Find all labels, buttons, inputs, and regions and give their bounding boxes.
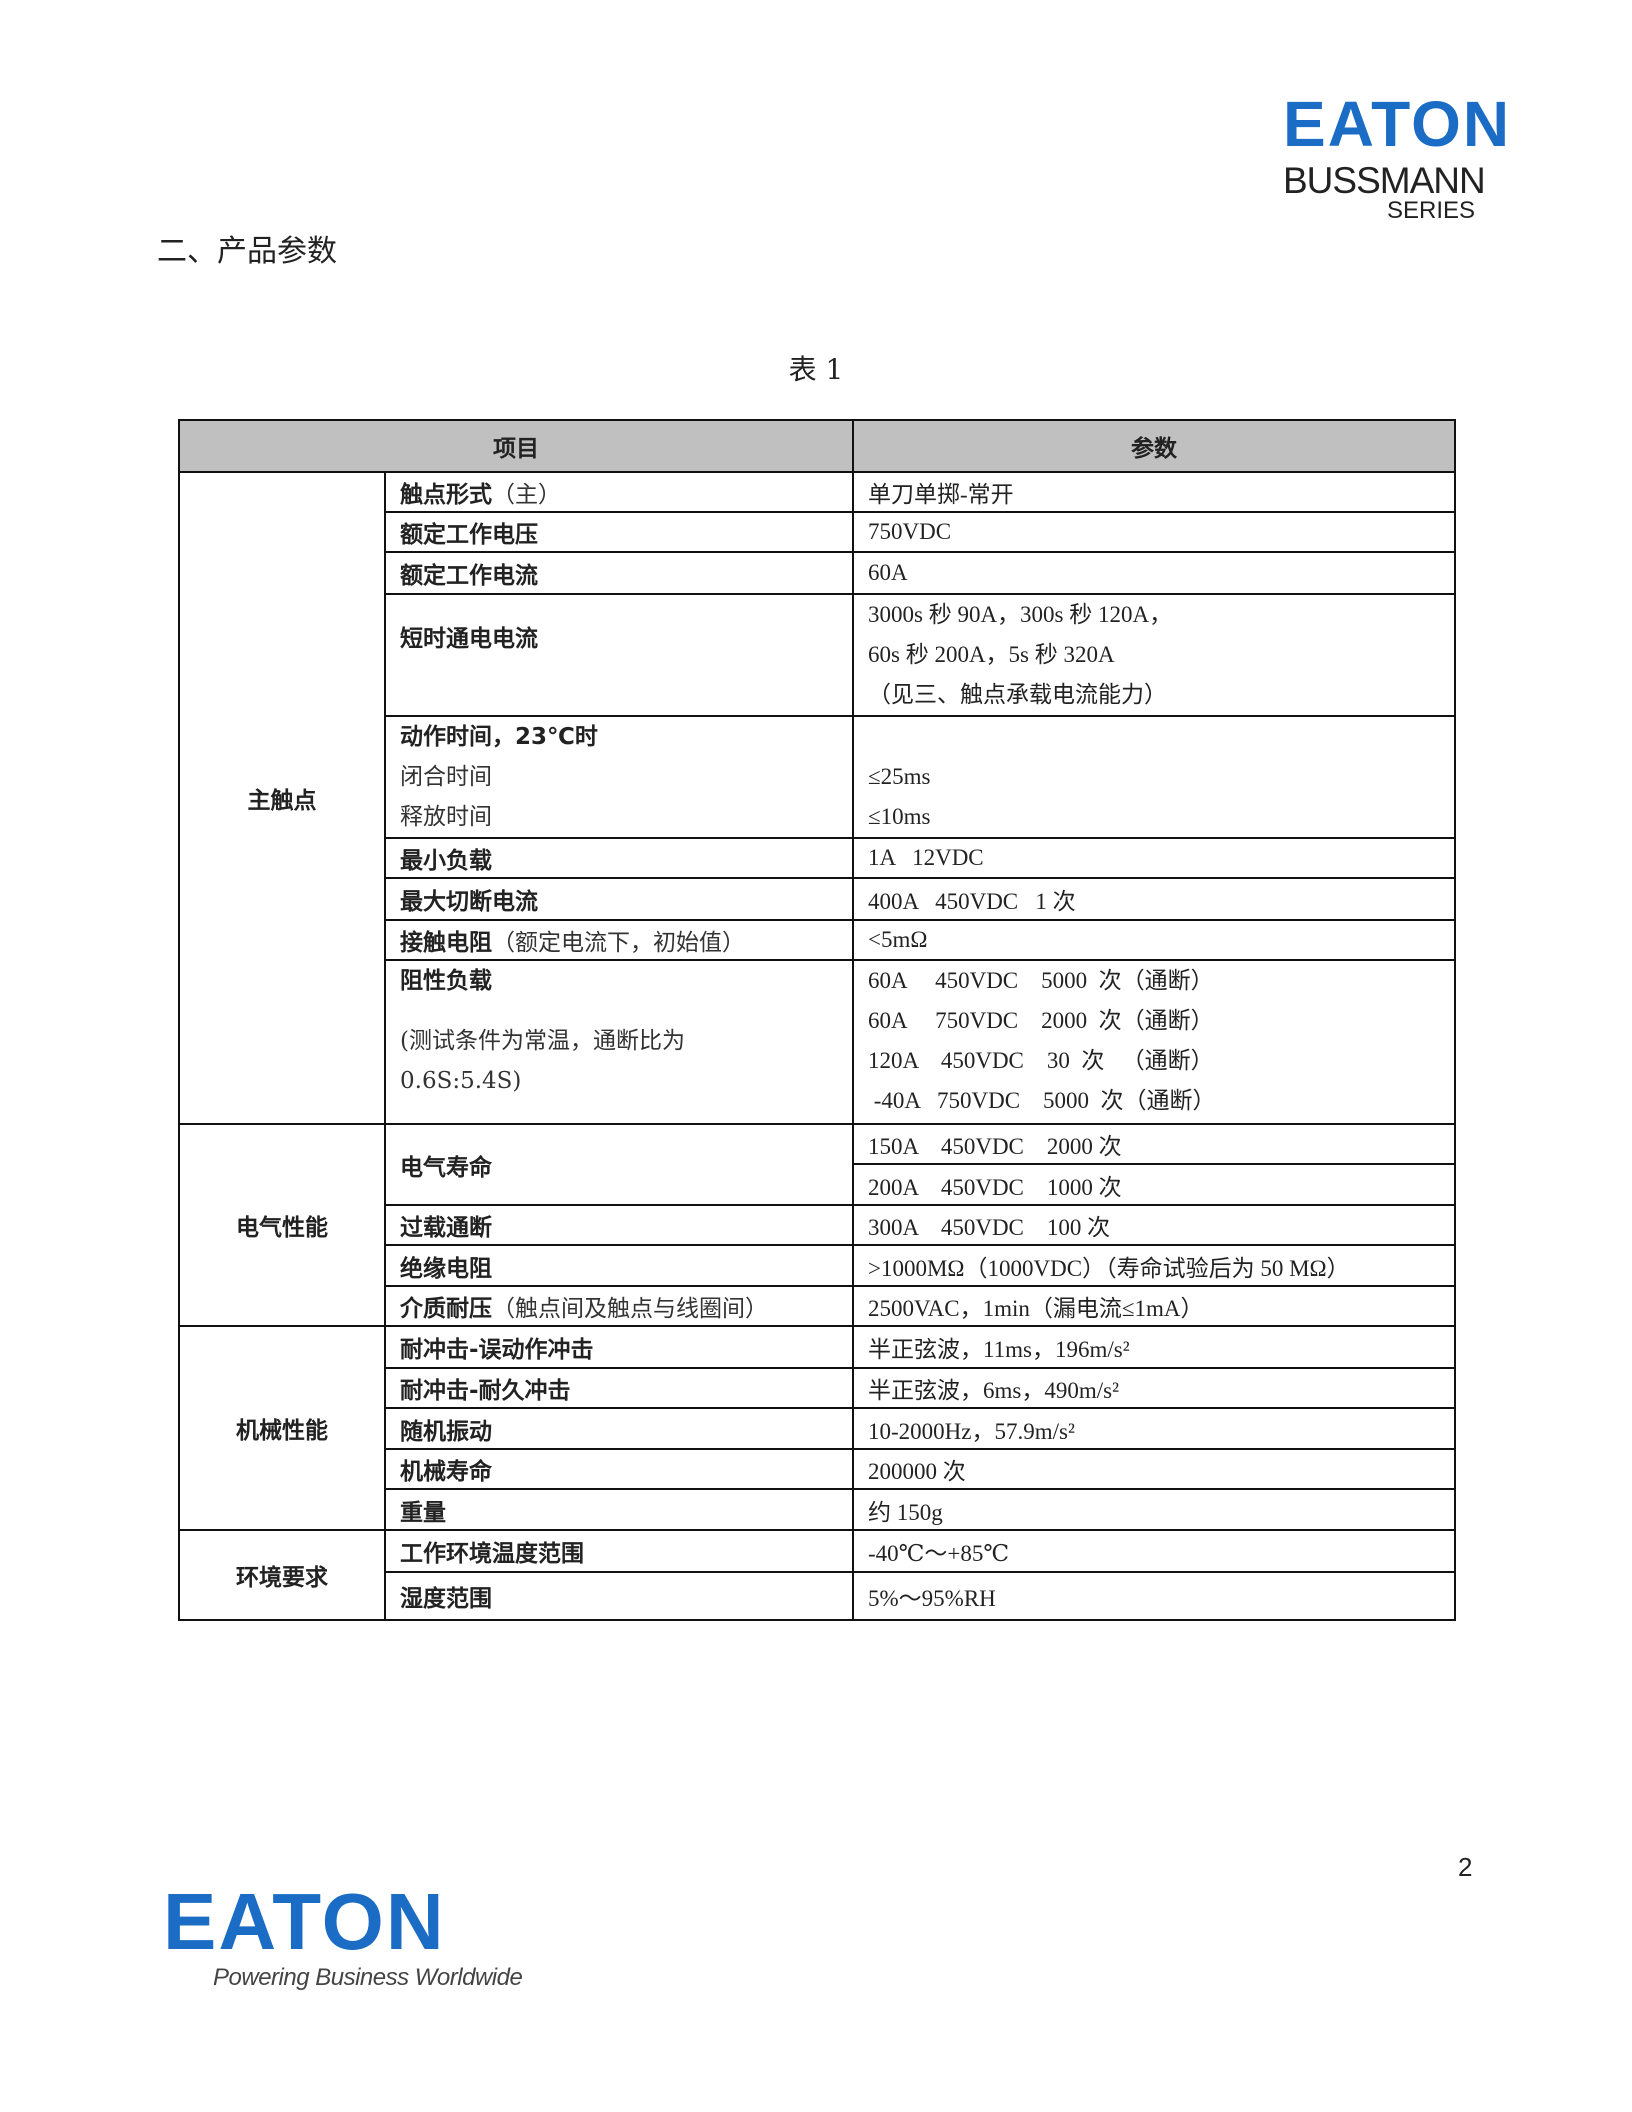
page-number: 2 — [1458, 1852, 1473, 1882]
header-parameter: 参数 — [852, 419, 1456, 473]
table-header-row: 项目 参数 — [178, 419, 1456, 473]
value-cell: 5%～95%RH — [852, 1571, 1456, 1621]
eaton-logo-word: EATON — [1283, 88, 1512, 160]
value-line: 120A 450VDC 30 次 （通断） — [868, 1048, 1214, 1073]
item-note: (测试条件为常温，通断比为 — [400, 1028, 685, 1054]
table-row: 环境要求 工作环境温度范围 -40℃～+85℃ — [178, 1529, 1456, 1621]
value-line: 3000s 秒 90A，300s 秒 120A， — [868, 602, 1173, 627]
table-row: 200A 450VDC 1000 次 — [179, 1163, 1456, 1206]
item-label: 绝缘电阻 — [384, 1244, 854, 1287]
item-label: 耐冲击-耐久冲击 — [384, 1367, 854, 1409]
value-line: 60s 秒 200A，5s 秒 320A — [868, 642, 1115, 667]
table-row: 湿度范围 5%～95%RH — [179, 1571, 1456, 1621]
table-row: 最大切断电流 400A 450VDC 1 次 — [179, 877, 1456, 921]
item-label: 过载通断 — [384, 1204, 854, 1246]
value-line: 60A 450VDC 5000 次（通断） — [868, 968, 1214, 993]
table-row: 介质耐压（触点间及触点与线圈间） 2500VAC，1min（漏电流≤1mA） — [179, 1285, 1456, 1327]
header-item: 项目 — [178, 419, 854, 473]
item-label: 短时通电电流 — [400, 626, 538, 652]
table-row: 阻性负载 (测试条件为常温，通断比为 0.6S:5.4S) 60A 450VDC… — [179, 959, 1456, 1125]
value-line: 60A 750VDC 2000 次（通断） — [868, 1008, 1214, 1033]
item-note: （触点间及触点与线圈间） — [492, 1296, 768, 1322]
value-cell: 10-2000Hz，57.9m/s² — [852, 1407, 1456, 1450]
table-row: 随机振动 10-2000Hz，57.9m/s² — [179, 1407, 1456, 1450]
value-cell: 200000 次 — [852, 1448, 1456, 1490]
value-cell: 750VDC — [852, 511, 1456, 553]
item-label: 湿度范围 — [384, 1571, 854, 1621]
table-row: 额定工作电压 750VDC — [179, 511, 1456, 553]
value-cell: 单刀单掷-常开 — [852, 471, 1456, 513]
eaton-footer-logo: EATON Powering Business Worldwide — [163, 1877, 523, 1992]
item-label: 随机振动 — [384, 1407, 854, 1450]
sub-item-label: 闭合时间 — [400, 764, 492, 790]
value-line: ≤25ms — [868, 764, 931, 789]
category-electrical: 电气性能 — [178, 1123, 386, 1327]
value-cell: 60A — [852, 551, 1456, 595]
table-row: 电气性能 电气寿命 150A 450VDC 2000 次 — [178, 1123, 1456, 1327]
table-caption: 表 1 — [788, 353, 844, 386]
value-cell: 半正弦波，11ms，196m/s² — [852, 1325, 1456, 1369]
category-environment: 环境要求 — [178, 1529, 386, 1621]
item-label: 耐冲击-误动作冲击 — [384, 1325, 854, 1369]
value-line: （见三、触点承载电流能力） — [868, 682, 1167, 707]
item-note: （主） — [492, 482, 561, 508]
value-cell: <5mΩ — [852, 919, 1456, 961]
series-logo-word: SERIES — [1386, 197, 1475, 224]
item-label: 电气寿命 — [384, 1123, 854, 1206]
category-mechanical: 机械性能 — [178, 1325, 386, 1531]
table-row: 接触电阻（额定电流下，初始值） <5mΩ — [179, 919, 1456, 961]
table-row: 额定工作电流 60A — [179, 551, 1456, 595]
table-row: 最小负载 1A 12VDC — [179, 837, 1456, 879]
item-label: 动作时间，23℃时 — [400, 724, 598, 750]
product-parameters-table: 项目 参数 主触点 触点形式（主） 单刀单掷-常开 额定工作电压 750VDC … — [178, 419, 1456, 1621]
item-label: 额定工作电流 — [384, 551, 854, 595]
value-line: ≤10ms — [868, 804, 931, 829]
eaton-bussmann-logo: EATON BUSSMANN SERIES — [1283, 88, 1512, 224]
logo-tagline: Powering Business Worldwide — [213, 1964, 523, 1991]
item-label: 介质耐压 — [400, 1296, 492, 1322]
table-row: 动作时间，23℃时 闭合时间 释放时间 ≤25ms ≤10ms — [179, 715, 1456, 839]
item-label: 额定工作电压 — [384, 511, 854, 553]
value-cell: 400A 450VDC 1 次 — [852, 877, 1456, 921]
item-label: 接触电阻 — [400, 930, 492, 956]
item-label: 阻性负载 — [400, 968, 492, 994]
item-note: 0.6S:5.4S) — [400, 1068, 522, 1094]
item-label: 机械寿命 — [384, 1448, 854, 1490]
table-row: 机械性能 耐冲击-误动作冲击 半正弦波，11ms，196m/s² — [178, 1325, 1456, 1531]
value-cell: 1A 12VDC — [852, 837, 1456, 879]
value-cell: 200A 450VDC 1000 次 — [852, 1163, 1456, 1206]
table-row: 重量 约 150g — [179, 1488, 1456, 1531]
value-cell: 半正弦波，6ms，490m/s² — [852, 1367, 1456, 1409]
bussmann-logo-word: BUSSMANN — [1283, 160, 1486, 201]
table-row: 主触点 触点形式（主） 单刀单掷-常开 — [178, 471, 1456, 1125]
item-label: 重量 — [384, 1488, 854, 1531]
item-label: 工作环境温度范围 — [384, 1529, 854, 1573]
eaton-logo-word: EATON — [163, 1877, 446, 1966]
table-row: 机械寿命 200000 次 — [179, 1448, 1456, 1490]
item-label: 最大切断电流 — [384, 877, 854, 921]
value-cell: 300A 450VDC 100 次 — [852, 1204, 1456, 1246]
item-note: （额定电流下，初始值） — [492, 930, 745, 956]
value-cell: 2500VAC，1min（漏电流≤1mA） — [852, 1285, 1456, 1327]
table-row: 绝缘电阻 >1000MΩ（1000VDC）（寿命试验后为 50 MΩ） — [179, 1244, 1456, 1287]
value-cell: 150A 450VDC 2000 次 — [852, 1123, 1456, 1165]
value-cell: 约 150g — [852, 1488, 1456, 1531]
category-main-contact: 主触点 — [178, 471, 386, 1125]
table-row: 过载通断 300A 450VDC 100 次 — [179, 1204, 1456, 1246]
value-cell: -40℃～+85℃ — [852, 1529, 1456, 1573]
table-row: 耐冲击-耐久冲击 半正弦波，6ms，490m/s² — [179, 1367, 1456, 1409]
item-label: 最小负载 — [384, 837, 854, 879]
value-line: -40A 750VDC 5000 次（通断） — [868, 1088, 1216, 1113]
table-row: 短时通电电流 3000s 秒 90A，300s 秒 120A， 60s 秒 20… — [179, 593, 1456, 717]
value-cell: >1000MΩ（1000VDC）（寿命试验后为 50 MΩ） — [852, 1244, 1456, 1287]
sub-item-label: 释放时间 — [400, 804, 492, 830]
item-label: 触点形式 — [400, 482, 492, 508]
section-title: 二、产品参数 — [157, 234, 337, 269]
